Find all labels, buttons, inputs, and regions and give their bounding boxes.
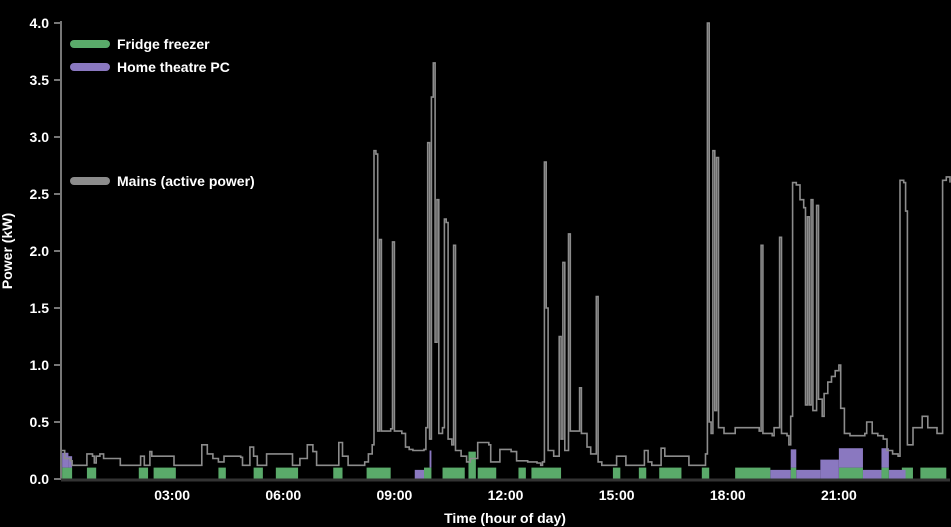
fridge-segment bbox=[333, 467, 343, 479]
y-tick-label: 3.5 bbox=[30, 72, 50, 88]
y-tick-label: 1.5 bbox=[30, 300, 50, 316]
fridge-segment bbox=[638, 467, 647, 479]
y-tick-label: 2.0 bbox=[30, 243, 50, 259]
x-axis-title: Time (hour of day) bbox=[444, 510, 566, 526]
mains-swatch bbox=[70, 177, 110, 185]
x-tick-label: 21:00 bbox=[821, 487, 857, 503]
mains-line bbox=[61, 22, 951, 467]
x-tick-label: 09:00 bbox=[376, 487, 412, 503]
y-tick-label: 3.0 bbox=[30, 129, 50, 145]
htpc-segment bbox=[414, 469, 425, 479]
fridge-segment bbox=[838, 467, 863, 479]
legend-label: Fridge freezer bbox=[117, 36, 210, 52]
fridge-segment bbox=[531, 467, 562, 479]
fridge-segment bbox=[881, 467, 889, 479]
fridge-segment bbox=[138, 467, 149, 479]
fridge-segment bbox=[153, 467, 176, 479]
htpc-segment bbox=[881, 448, 889, 468]
y-tick-label: 4.0 bbox=[30, 15, 50, 31]
home-theatre-pc-area bbox=[62, 448, 906, 479]
fridge-segment bbox=[442, 467, 465, 479]
fridge-segment bbox=[218, 467, 226, 479]
fridge-segment bbox=[735, 467, 771, 479]
htpc-segment bbox=[862, 469, 882, 479]
fridge-segment bbox=[659, 467, 682, 479]
x-tick-label: 18:00 bbox=[710, 487, 746, 503]
fridge-segment bbox=[790, 467, 797, 479]
legend-item-home-theatre-pc[interactable]: Home theatre PC bbox=[70, 59, 230, 75]
fridge-freezer-swatch bbox=[70, 40, 110, 48]
plot-area bbox=[61, 22, 951, 479]
fridge-segment bbox=[253, 467, 263, 479]
fridge-freezer-area bbox=[62, 451, 947, 479]
fridge-segment bbox=[424, 467, 432, 479]
x-tick-label: 12:00 bbox=[488, 487, 524, 503]
htpc-segment bbox=[429, 450, 432, 468]
fridge-segment bbox=[62, 467, 73, 479]
fridge-segment bbox=[920, 467, 947, 479]
htpc-segment bbox=[790, 449, 797, 468]
legend: Fridge freezer Home theatre PC Mains (ac… bbox=[70, 36, 255, 189]
legend-label: Mains (active power) bbox=[117, 173, 255, 189]
htpc-segment bbox=[796, 469, 821, 479]
fridge-segment bbox=[518, 467, 526, 479]
fridge-segment bbox=[366, 467, 391, 479]
y-tick-label: 1.0 bbox=[30, 357, 50, 373]
fridge-segment bbox=[275, 467, 299, 479]
htpc-segment bbox=[770, 469, 791, 479]
htpc-segment bbox=[838, 448, 863, 468]
y-tick-label: 0.0 bbox=[30, 471, 50, 487]
home-theatre-pc-swatch bbox=[70, 63, 110, 71]
fridge-segment bbox=[612, 467, 621, 479]
htpc-segment bbox=[62, 452, 69, 468]
fridge-segment bbox=[901, 467, 913, 479]
htpc-segment bbox=[820, 459, 839, 479]
y-tick-label: 2.5 bbox=[30, 186, 50, 202]
htpc-segment bbox=[888, 469, 906, 479]
fridge-segment bbox=[701, 467, 710, 479]
y-axis-title: Power (kW) bbox=[0, 213, 15, 289]
x-axis: 03:00 06:00 09:00 12:00 15:00 18:00 21:00 bbox=[61, 478, 950, 503]
fridge-segment bbox=[468, 451, 476, 479]
htpc-segment bbox=[68, 456, 73, 468]
legend-item-fridge-freezer[interactable]: Fridge freezer bbox=[70, 36, 210, 52]
x-tick-label: 03:00 bbox=[154, 487, 190, 503]
fridge-segment bbox=[477, 467, 497, 479]
x-tick-label: 15:00 bbox=[599, 487, 635, 503]
x-tick-label: 06:00 bbox=[265, 487, 301, 503]
fridge-segment bbox=[86, 467, 97, 479]
legend-label: Home theatre PC bbox=[117, 59, 230, 75]
y-axis: 0.0 0.5 1.0 1.5 2.0 2.5 3.0 3.5 4.0 bbox=[30, 15, 62, 487]
legend-item-mains[interactable]: Mains (active power) bbox=[70, 173, 255, 189]
y-tick-label: 0.5 bbox=[30, 414, 50, 430]
